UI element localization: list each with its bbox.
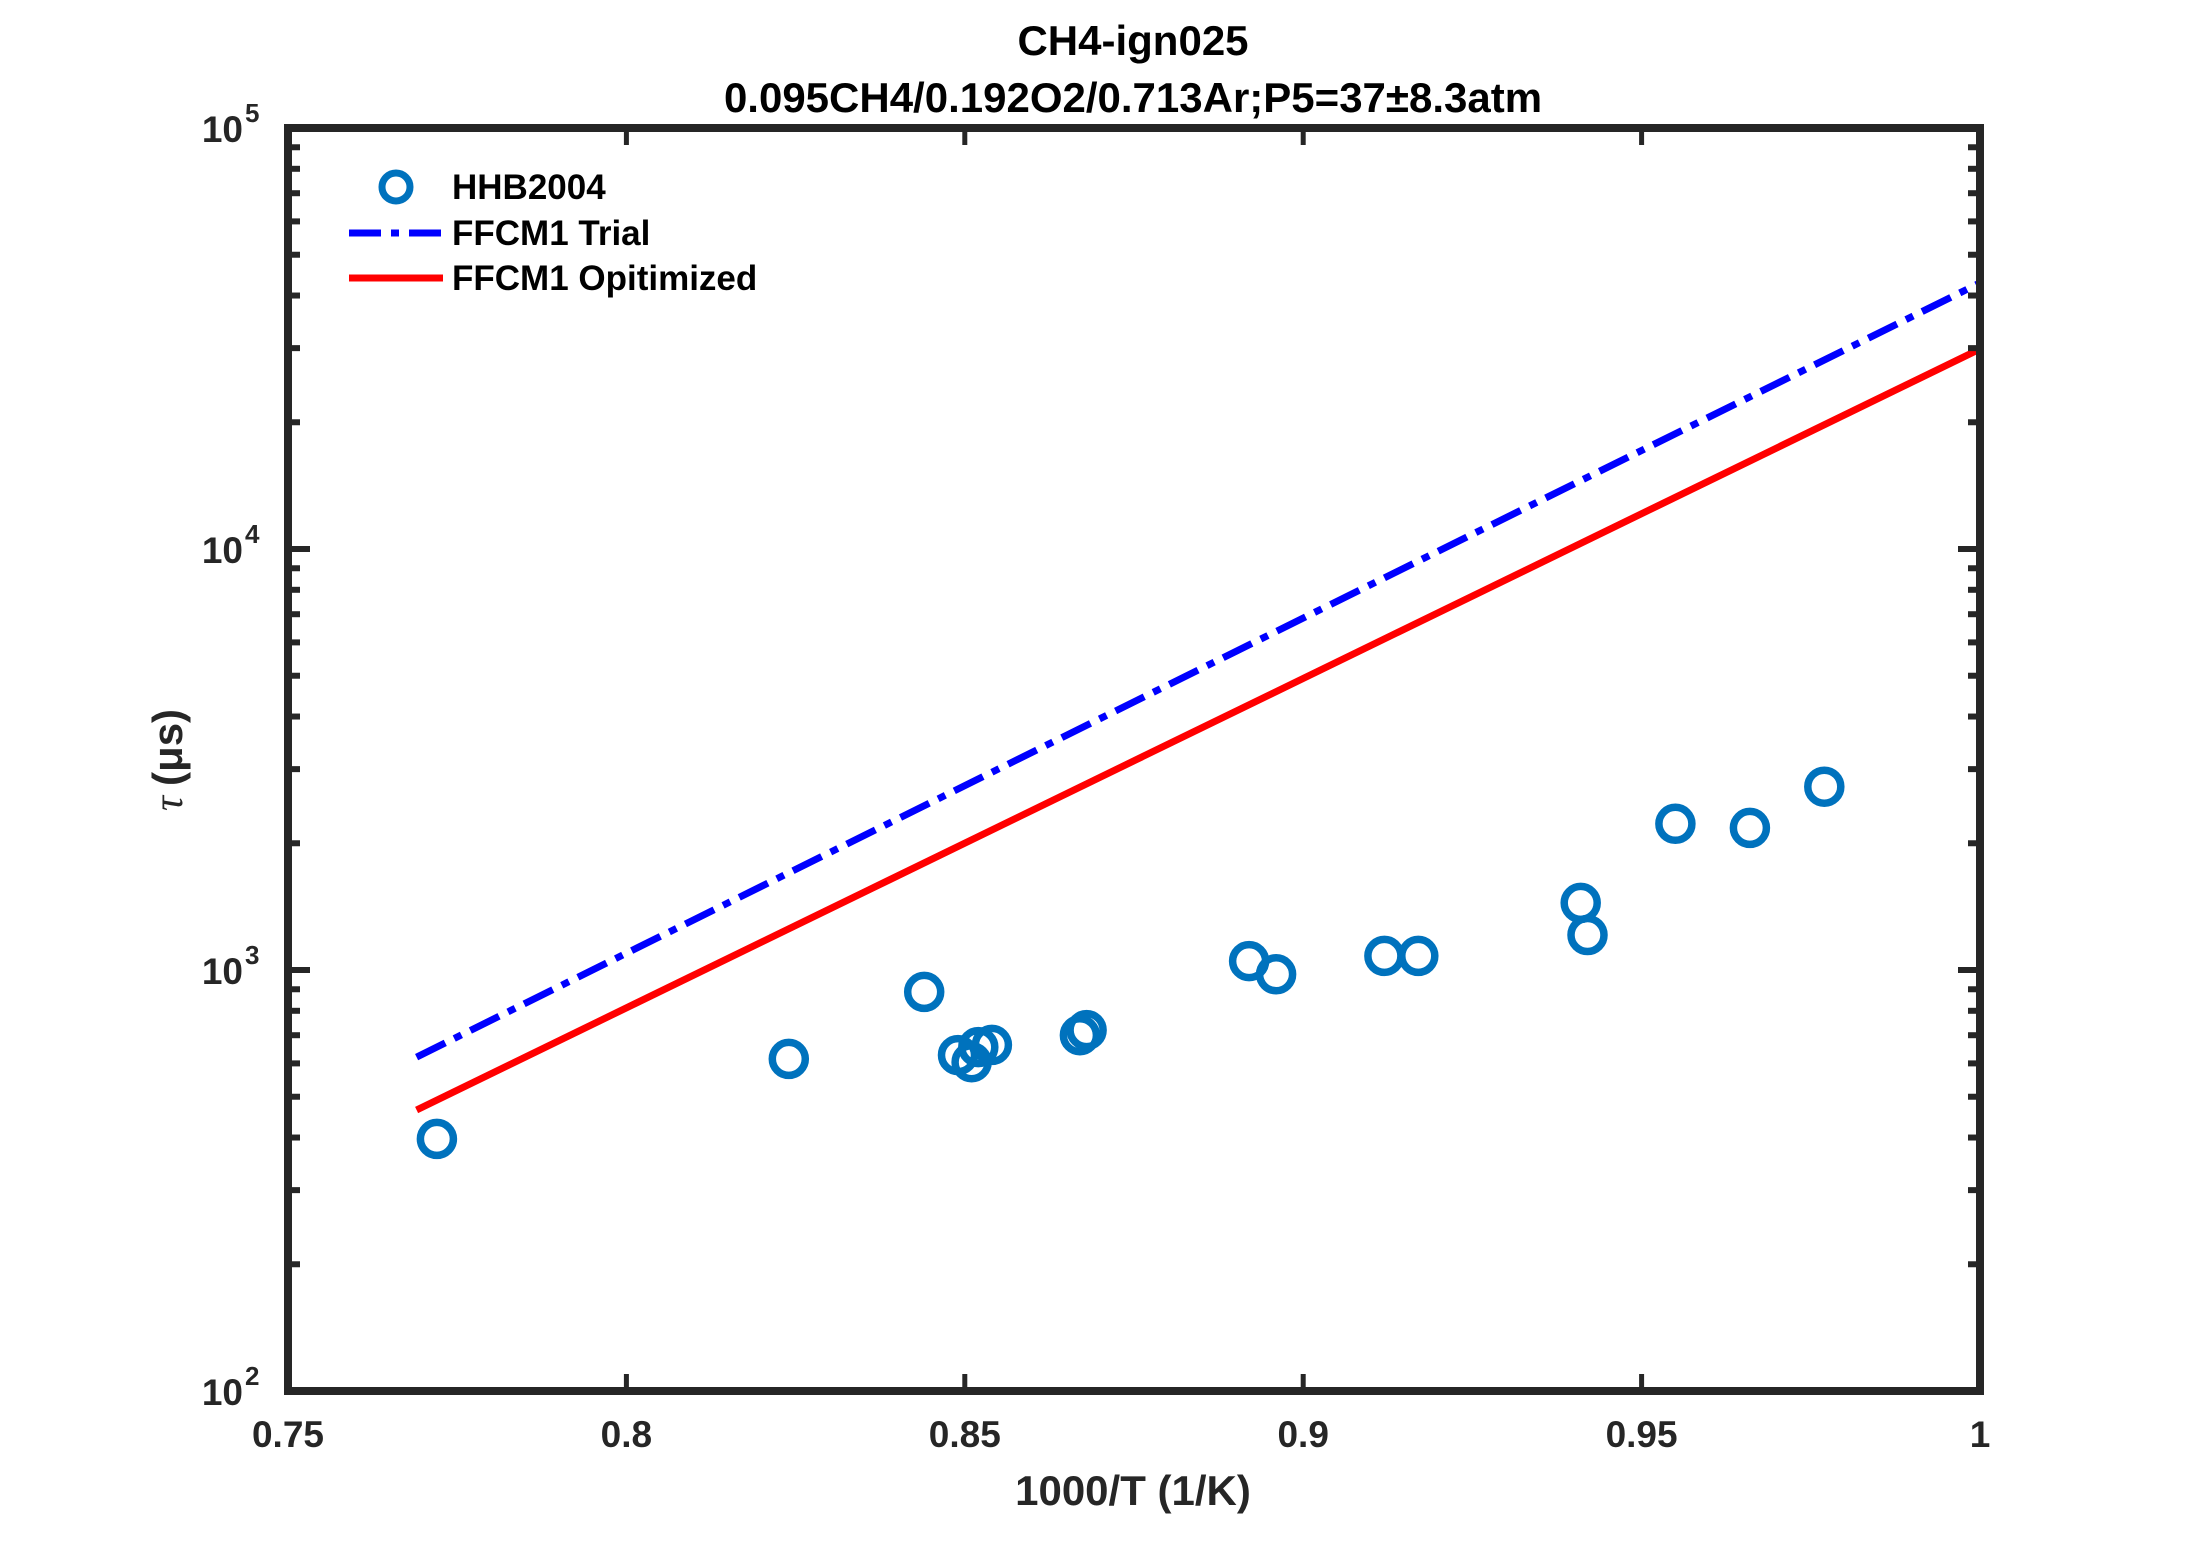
data-point bbox=[971, 1024, 1013, 1066]
y-tick-label: 10 5 bbox=[202, 98, 260, 150]
data-point bbox=[1804, 766, 1845, 807]
y-tick-label-base: 10 bbox=[202, 951, 243, 992]
y-tick-label: 10 4 bbox=[202, 519, 260, 571]
x-tick-label: 0.9 bbox=[1277, 1414, 1328, 1455]
y-tick-label: 10 3 bbox=[202, 940, 260, 992]
y-tick-label: 10 2 bbox=[202, 1361, 260, 1413]
y-tick-label-exponent: 4 bbox=[245, 519, 260, 549]
y-tick-label-base: 10 bbox=[202, 1372, 243, 1413]
y-axis-label-unit: (μs) bbox=[144, 709, 191, 786]
y-tick-label-base: 10 bbox=[202, 530, 243, 571]
data-point bbox=[1066, 1009, 1107, 1051]
y-tick-label-exponent: 2 bbox=[245, 1361, 259, 1391]
series-layer bbox=[415, 279, 1982, 1160]
legend-label-ffcm1-optimized: FFCM1 Opitimized bbox=[452, 259, 757, 298]
x-tick-label: 0.95 bbox=[1606, 1414, 1678, 1455]
series-line-ffcm1-opitimized bbox=[415, 345, 1982, 1114]
y-axis-label-symbol: τ bbox=[146, 794, 192, 811]
x-tick-label: 1 bbox=[1970, 1414, 1991, 1455]
axes-box bbox=[284, 124, 1984, 1395]
data-point bbox=[1567, 914, 1608, 956]
legend: HHB2004 FFCM1 Trial FFCM1 Opitimized bbox=[349, 168, 757, 298]
x-tick-labels: 0.75 0.8 0.85 0.9 0.95 1 bbox=[252, 1414, 1990, 1455]
x-tick-label: 0.75 bbox=[252, 1414, 324, 1455]
x-tick-label: 0.8 bbox=[601, 1414, 652, 1455]
series-line-ffcm1-trial bbox=[415, 279, 1982, 1061]
data-point bbox=[1255, 954, 1297, 995]
y-tick-label-exponent: 5 bbox=[245, 98, 259, 128]
data-point bbox=[1398, 935, 1439, 977]
data-point bbox=[1655, 803, 1696, 845]
y-tick-label-exponent: 3 bbox=[245, 940, 259, 970]
legend-marker-hhb2004 bbox=[378, 169, 414, 205]
x-axis-label: 1000/T (1/K) bbox=[1015, 1467, 1251, 1514]
y-tick-label-base: 10 bbox=[202, 109, 243, 150]
data-point bbox=[1729, 807, 1771, 849]
data-point bbox=[903, 971, 945, 1013]
data-point bbox=[768, 1038, 810, 1080]
chart-subtitle: 0.095CH4/0.192O2/0.713Ar;P5=37±8.3atm bbox=[724, 74, 1542, 121]
legend-label-ffcm1-trial: FFCM1 Trial bbox=[452, 214, 650, 253]
chart-title: CH4-ign025 bbox=[1017, 17, 1248, 64]
data-point bbox=[416, 1118, 458, 1160]
legend-label-hhb2004: HHB2004 bbox=[452, 168, 606, 207]
y-axis-label: τ (μs) bbox=[144, 709, 192, 811]
x-tick-label: 0.85 bbox=[929, 1414, 1001, 1455]
